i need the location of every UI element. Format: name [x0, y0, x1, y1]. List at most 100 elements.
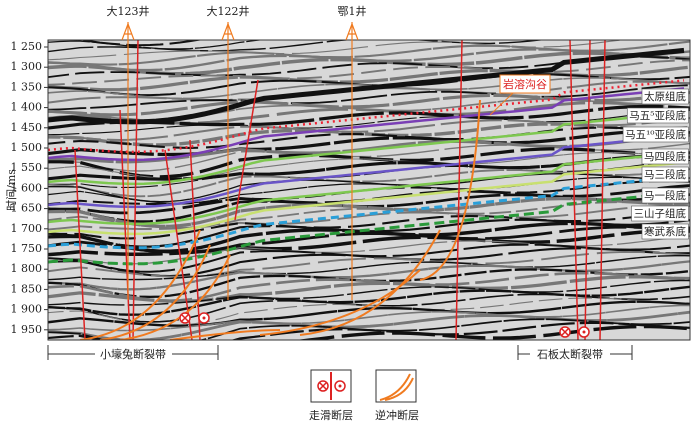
- horizon-label: 寒武系底: [644, 225, 686, 238]
- reflector: [48, 321, 690, 340]
- horizon-label: 马四段底: [644, 150, 686, 163]
- horizon-line: [48, 134, 685, 209]
- well-symbol: [345, 22, 359, 41]
- reflector: [48, 300, 690, 327]
- horizon-label: 马三段底: [644, 168, 686, 181]
- zone-bracket: [517, 345, 633, 360]
- thrust-fault: [169, 329, 281, 340]
- horizon-label-box: [641, 148, 689, 165]
- y-tick-label: 1 500: [11, 141, 43, 154]
- annotation-box: [499, 74, 551, 94]
- horizon-line: [48, 47, 685, 125]
- strike-slip-fault: [599, 40, 606, 340]
- horizon-label-box: [641, 88, 689, 105]
- interpretation: [48, 40, 685, 340]
- fault-zone-label: 小壕兔断裂带: [100, 347, 166, 361]
- well-name: 大123井: [107, 4, 150, 18]
- reflector: [48, 129, 690, 157]
- y-tick-label: 1 950: [11, 323, 43, 336]
- legend-label: 逆冲断层: [375, 408, 419, 422]
- reflector: [48, 275, 690, 303]
- strike-slip-fault: [119, 109, 131, 340]
- legend-symbol: [319, 382, 327, 390]
- y-tick-label: 1 650: [11, 202, 43, 215]
- thrust-fault: [79, 229, 201, 340]
- reflector: [48, 279, 690, 306]
- plot-frame: [47, 39, 691, 341]
- y-tick-label: 1 550: [11, 161, 43, 174]
- reflector: [48, 247, 690, 278]
- thrust-fault: [99, 244, 211, 340]
- reflector: [48, 84, 690, 111]
- reflector: [48, 235, 690, 265]
- well-name: 大122井: [207, 4, 250, 18]
- well-name: 鄂1井: [338, 4, 367, 18]
- y-tick-label: 1 450: [11, 121, 43, 134]
- y-tick-label: 1 900: [11, 303, 43, 316]
- karst-valley-label: 岩溶沟谷: [503, 77, 547, 91]
- reflector: [48, 40, 690, 66]
- strike-slip-fault: [569, 40, 579, 340]
- legend-symbol: [379, 373, 414, 401]
- thrust-fault: [419, 99, 481, 281]
- strike-slip-fault: [455, 40, 463, 340]
- reflector: [48, 40, 546, 53]
- reflector: [48, 260, 690, 291]
- reflector: [48, 151, 690, 180]
- strike-slip-symbol: [202, 316, 206, 320]
- y-tick-label: 1 800: [11, 262, 43, 275]
- horizon-label: 三山子组底: [634, 207, 687, 220]
- y-tick-label: 1 250: [11, 40, 43, 53]
- strike-slip-fault: [74, 149, 86, 340]
- reflector: [48, 109, 690, 136]
- reflector: [48, 126, 690, 149]
- legend-label: 走滑断层: [309, 408, 353, 422]
- reflector: [80, 40, 123, 41]
- horizon-line: [48, 111, 685, 186]
- horizon-label-box: [622, 126, 689, 143]
- thrust-fault: [299, 229, 441, 336]
- y-tick-label: 1 750: [11, 242, 43, 255]
- well-symbol: [221, 22, 235, 41]
- y-tick-label: 1 600: [11, 181, 43, 194]
- strike-slip-fault: [164, 149, 193, 340]
- horizon-label: 太原组底: [644, 90, 686, 103]
- reflector: [48, 209, 690, 240]
- reflector: [48, 285, 690, 316]
- y-tick-label: 1 700: [11, 222, 43, 235]
- y-tick-label: 1 350: [11, 80, 43, 93]
- fault-zone-label: 石板太断裂带: [537, 347, 603, 361]
- horizon-label-box: [631, 205, 689, 222]
- horizon-label-box: [641, 223, 689, 240]
- strike-slip-symbol: [582, 330, 586, 334]
- strike-slip-fault: [132, 40, 139, 340]
- reflector: [48, 254, 690, 281]
- well-symbol: [121, 22, 135, 41]
- reflector: [48, 184, 690, 215]
- horizon-label-box: [641, 166, 689, 183]
- horizon-label: 马五⁵亚段底: [629, 109, 686, 122]
- y-tick-label: 1 850: [11, 282, 43, 295]
- horizon-label-box: [626, 107, 689, 124]
- horizon-line: [48, 190, 685, 266]
- reflector: [48, 225, 690, 254]
- horizon-line: [48, 151, 685, 226]
- horizon-label-box: [641, 187, 689, 204]
- reflector: [48, 304, 690, 332]
- horizon-line: [48, 87, 685, 162]
- horizon-label: 马五¹⁰亚段底: [625, 128, 686, 141]
- strike-slip-fault: [234, 79, 259, 221]
- reflector: [48, 176, 690, 204]
- y-tick-label: 1 400: [11, 101, 43, 114]
- strike-slip-symbol: [561, 328, 569, 336]
- annotation-leader: [489, 92, 514, 116]
- reflector: [65, 40, 204, 47]
- strike-slip-symbol: [181, 314, 189, 322]
- legend-symbol: [338, 384, 342, 388]
- zone-bracket: [47, 345, 219, 360]
- y-axis-label: 时间/ms: [5, 169, 18, 211]
- horizon-label: 马一段底: [644, 189, 686, 202]
- y-tick-label: 1 300: [11, 60, 43, 73]
- horizon-line: [48, 161, 685, 236]
